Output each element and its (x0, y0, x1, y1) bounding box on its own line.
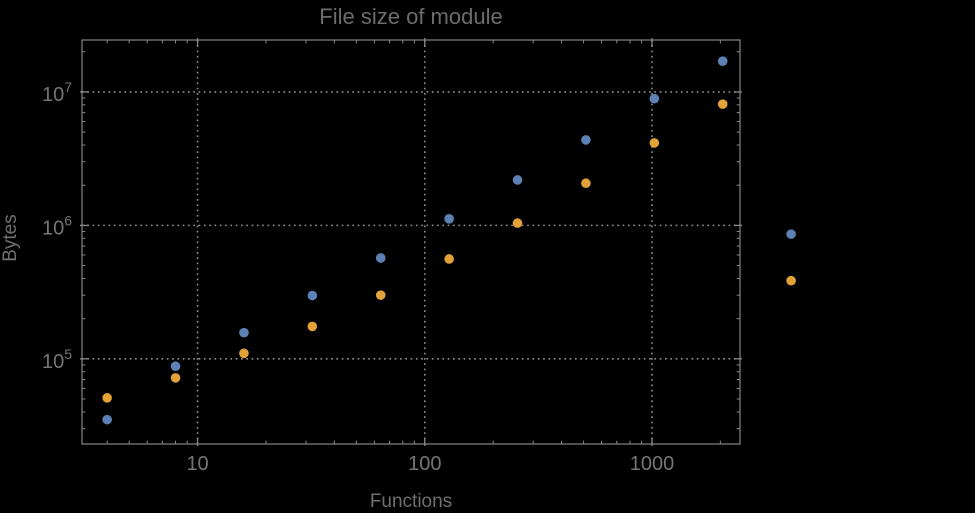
series-orange-point (307, 321, 318, 332)
series-blue (102, 56, 796, 425)
series-blue-point (102, 414, 112, 425)
series-blue-point (170, 361, 181, 372)
series-blue-point (239, 327, 249, 338)
series-blue-point (444, 214, 454, 224)
x-axis-label: Functions (370, 491, 452, 512)
y-tick-label: 105 (42, 346, 72, 373)
y-tick-label: 107 (42, 79, 72, 106)
data-points-layer (102, 56, 796, 425)
gridlines (82, 40, 740, 444)
series-orange-point (170, 373, 181, 383)
x-tick-label: 1000 (630, 453, 675, 475)
series-blue-point (581, 135, 591, 145)
series-blue-point (512, 175, 523, 185)
series-orange-point (581, 178, 591, 189)
series-orange-point (512, 218, 523, 228)
series-orange-point (786, 275, 796, 286)
series-orange-point (102, 393, 112, 403)
axis-ticks (80, 38, 742, 446)
series-orange-point (239, 348, 249, 359)
y-axis-label: Bytes (0, 214, 21, 262)
series-blue-point (786, 229, 796, 239)
series-blue-point (649, 93, 660, 104)
y-tick-labels: 105 106 107 (42, 79, 72, 373)
y-tick-label: 106 (42, 212, 72, 239)
series-blue-point (307, 290, 318, 301)
plot-frame (81, 39, 741, 445)
series-orange-point (717, 99, 728, 109)
chart-title: File size of module (319, 4, 502, 29)
x-tick-labels: 10 100 1000 (186, 453, 674, 475)
x-tick-label: 10 (186, 453, 208, 475)
x-tick-label: 100 (408, 453, 441, 475)
series-orange-point (649, 138, 660, 148)
series-blue-point (375, 253, 386, 263)
series-blue-point (717, 56, 728, 66)
series-orange (102, 99, 796, 403)
series-orange-point (444, 254, 454, 264)
series-orange-point (375, 290, 386, 300)
